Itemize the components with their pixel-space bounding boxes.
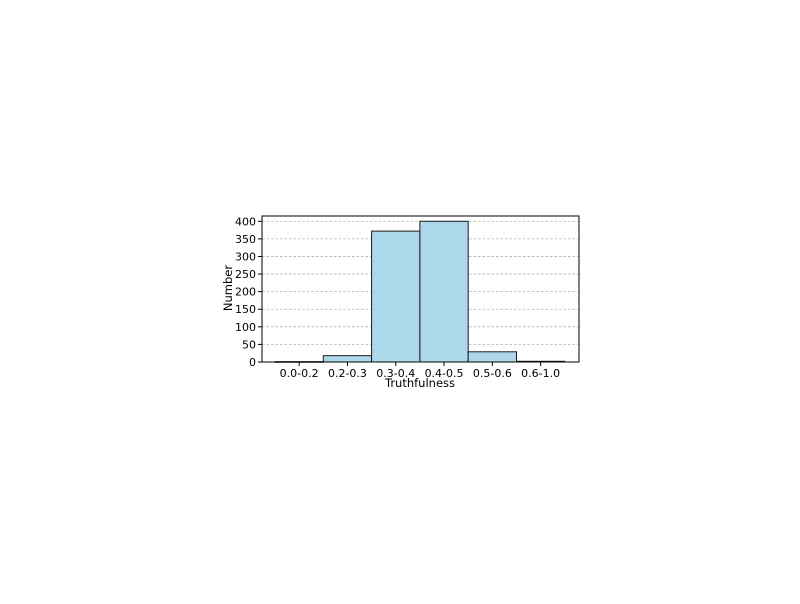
ticks: 0 50 100 150 200 250 300 350 400 0.0-0.2 0.2-0.3 0.…: [235, 215, 560, 380]
y-tick-label-0: 0: [249, 356, 256, 369]
y-tick-label-350: 350: [235, 233, 256, 246]
plot-frame: [261, 215, 580, 363]
axes: [261, 215, 580, 363]
y-tick-label-150: 150: [235, 303, 256, 316]
x-tick-label-0.6-1.0: 0.6-1.0: [521, 367, 560, 380]
y-tick-label-400: 400: [235, 215, 256, 228]
x-tick-label-0.4-0.5: 0.4-0.5: [425, 367, 464, 380]
bar-0.5-0.6: [467, 351, 518, 363]
y-tick-label-200: 200: [235, 286, 256, 299]
x-tick-label-0.5-0.6: 0.5-0.6: [473, 367, 512, 380]
bar-0.4-0.5: [419, 220, 469, 363]
y-tick-label-100: 100: [235, 321, 256, 334]
x-tick-label-0.3-0.4: 0.3-0.4: [376, 367, 415, 380]
x-axis-label: Truthfulness: [384, 376, 455, 390]
bar-0.3-0.4: [371, 230, 421, 363]
y-tick-label-300: 300: [235, 250, 256, 263]
y-axis-label: Number: [221, 265, 235, 311]
bars: [274, 220, 566, 363]
x-tick-label-0.0-0.2: 0.0-0.2: [280, 367, 319, 380]
y-tick-label-50: 50: [242, 338, 256, 351]
y-tick-label-250: 250: [235, 268, 256, 281]
bar-0.2-0.3: [322, 355, 373, 363]
x-tick-label-0.2-0.3: 0.2-0.3: [328, 367, 367, 380]
